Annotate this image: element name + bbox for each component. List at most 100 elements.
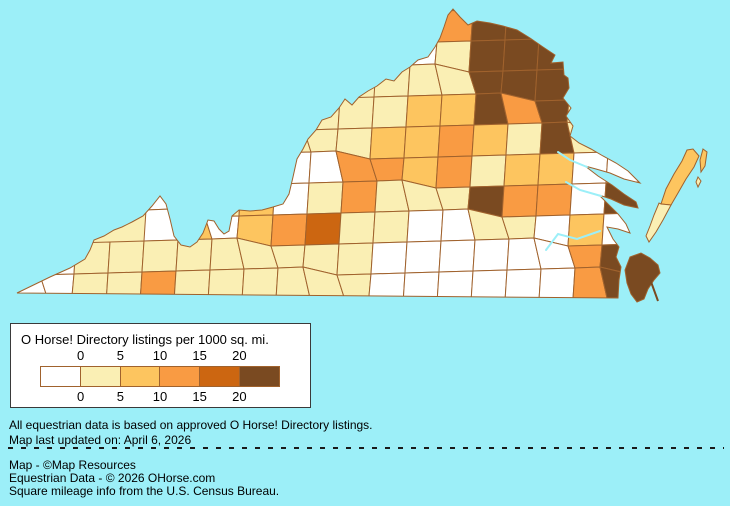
legend-tick: 20 <box>232 348 247 363</box>
county-cell <box>369 126 407 160</box>
county-cell <box>269 121 312 154</box>
county-cell <box>304 212 342 246</box>
county-cell <box>270 213 308 247</box>
county-cell <box>73 241 111 275</box>
county-cell <box>402 271 440 298</box>
county-cell <box>274 151 312 185</box>
county-cell <box>436 270 474 298</box>
county-cell <box>503 153 541 187</box>
county-cell <box>272 182 310 216</box>
legend-ticks-top: 0 5 10 15 20 <box>11 348 310 364</box>
legend-title: O Horse! Directory listings per 1000 sq.… <box>21 332 269 347</box>
legend-color-ramp <box>40 366 280 387</box>
county-cell <box>406 209 444 243</box>
credit-census: Square mileage info from the U.S. Census… <box>9 484 280 498</box>
county-cell <box>504 9 542 41</box>
state-outline <box>16 8 642 299</box>
county-cell <box>204 184 242 218</box>
county-cell <box>538 267 576 298</box>
county-cell <box>468 39 506 73</box>
county-cell <box>504 268 542 298</box>
county-cell <box>372 210 410 244</box>
legend-tick: 20 <box>232 389 247 404</box>
county-cell <box>470 9 508 42</box>
county-cell <box>170 185 208 218</box>
county-cell <box>538 9 576 40</box>
county-cell <box>39 242 77 276</box>
river-rappahannock <box>557 151 588 168</box>
county-cell <box>207 268 245 298</box>
legend-ticks-bottom: 0 5 10 15 20 <box>11 389 310 405</box>
dashed-separator <box>8 447 724 449</box>
county-cell <box>336 242 374 276</box>
barrier-island-small <box>695 175 702 189</box>
legend-tick: 5 <box>116 389 124 404</box>
county-cell <box>536 37 574 71</box>
county-cell <box>107 240 145 274</box>
river-york <box>565 181 602 197</box>
county-cell <box>340 180 378 214</box>
note-last-updated: Map last updated on: April 6, 2026 <box>9 433 192 447</box>
county-cells-layer <box>17 9 640 298</box>
county-cell <box>143 208 179 242</box>
legend-tick: 10 <box>152 348 168 363</box>
county-cell <box>535 183 573 217</box>
county-cell <box>537 152 575 186</box>
county-cell <box>402 41 438 66</box>
credit-equestrian-data: Equestrian Data - © 2026 OHorse.com <box>9 471 216 485</box>
county-cell <box>470 269 508 298</box>
county-cell <box>438 239 476 273</box>
virginia-county-map <box>16 8 708 303</box>
county-cell <box>437 124 475 158</box>
county-cell <box>368 272 406 298</box>
county-cell <box>572 266 608 298</box>
county-cell <box>601 212 639 246</box>
county-cell <box>469 154 507 188</box>
eastern-shore-northampton <box>645 202 672 243</box>
county-cell <box>501 184 539 218</box>
legend-swatch <box>159 367 200 386</box>
county-cell <box>405 94 443 128</box>
county-cell <box>306 181 344 215</box>
county-cell <box>139 270 177 298</box>
county-cell <box>173 269 211 298</box>
eastern-shore-accomack <box>660 148 700 206</box>
county-cell <box>505 122 543 156</box>
county-cell <box>472 238 510 272</box>
county-cell <box>105 271 143 298</box>
virginia-beach-area <box>624 252 661 303</box>
county-cell <box>303 97 341 131</box>
county-cell <box>241 267 279 298</box>
legend-swatch <box>199 367 240 386</box>
county-cell <box>71 272 109 298</box>
county-cell <box>275 266 311 298</box>
county-cell <box>138 186 174 211</box>
barrier-island <box>699 148 708 174</box>
county-cell <box>371 95 409 129</box>
river-james <box>545 230 601 251</box>
county-cell <box>439 93 477 127</box>
legend-swatch <box>239 367 279 386</box>
legend-tick: 0 <box>77 348 85 363</box>
legend-tick: 15 <box>192 348 207 363</box>
credit-map-resources: Map - ©Map Resources <box>9 458 136 472</box>
county-cell <box>403 125 441 159</box>
legend-tick: 5 <box>116 348 124 363</box>
legend-box: O Horse! Directory listings per 1000 sq.… <box>10 323 311 408</box>
legend-swatch <box>41 367 80 386</box>
county-cell <box>238 183 276 217</box>
county-cell <box>567 213 605 247</box>
county-cell <box>370 241 408 275</box>
legend-tick: 0 <box>77 389 85 404</box>
legend-tick: 10 <box>152 389 168 404</box>
county-cell <box>471 123 509 157</box>
note-data-source: All equestrian data is based on approved… <box>9 418 373 432</box>
legend-swatch <box>79 367 120 386</box>
county-cell <box>435 155 473 189</box>
legend-swatch <box>119 367 160 386</box>
county-cell <box>404 240 442 274</box>
legend-tick: 15 <box>192 389 207 404</box>
county-cell <box>141 239 179 273</box>
county-cell <box>436 9 474 43</box>
bridge-tunnel-line <box>649 278 659 302</box>
